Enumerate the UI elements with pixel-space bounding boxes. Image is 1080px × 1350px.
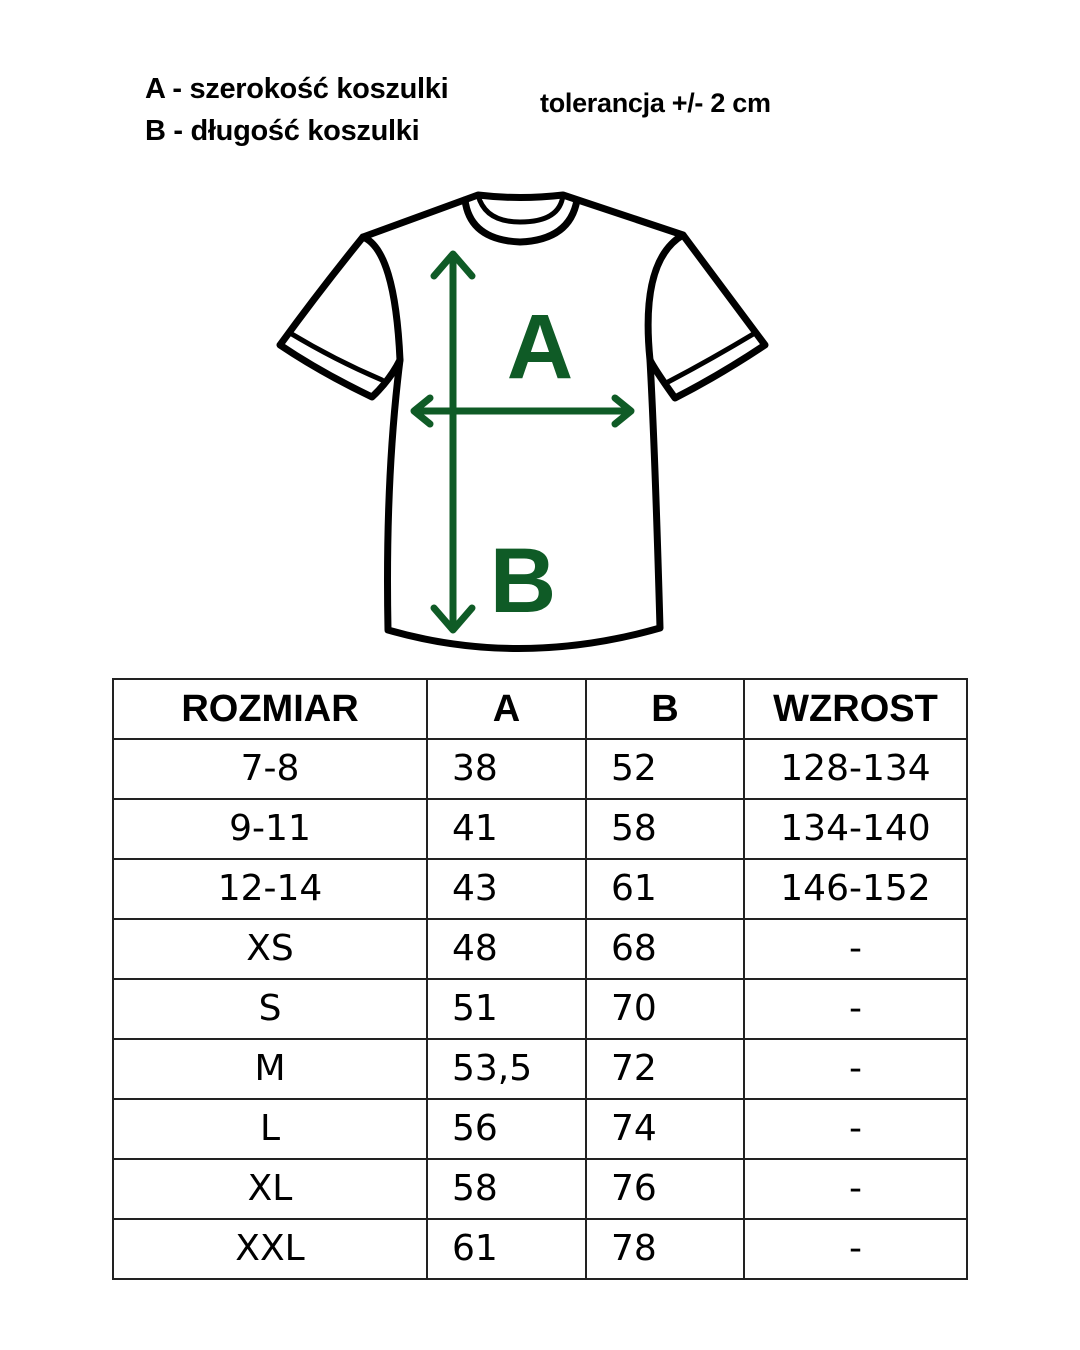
label-b: B xyxy=(490,530,556,632)
table-header-row: ROZMIAR A B WZROST xyxy=(112,678,968,740)
table-row: S 51 70- xyxy=(112,978,968,1040)
legend-a: A - szerokość koszulki xyxy=(145,73,449,105)
cell-height: 134-140 xyxy=(743,798,968,860)
tshirt-diagram: A B xyxy=(276,191,769,652)
cell-size: XS xyxy=(112,918,428,980)
table-row: XL 58 76- xyxy=(112,1158,968,1220)
cell-a: 56 xyxy=(426,1098,587,1160)
cell-height: 128-134 xyxy=(743,738,968,800)
cell-size: 7-8 xyxy=(112,738,428,800)
label-a: A xyxy=(507,296,573,398)
cell-b: 70 xyxy=(585,978,745,1040)
cell-b: 58 xyxy=(585,798,745,860)
cell-a: 38 xyxy=(426,738,587,800)
cell-b: 72 xyxy=(585,1038,745,1100)
size-table: ROZMIAR A B WZROST 7-8 38 52 128-134 9-11 41 5… xyxy=(112,678,968,1280)
cell-a: 51 xyxy=(426,978,587,1040)
cell-size: M xyxy=(112,1038,428,1100)
cell-a: 43 xyxy=(426,858,587,920)
table-row: 12-14 43 61 146-152 xyxy=(112,858,968,920)
table-row: XXL 61 78- xyxy=(112,1218,968,1280)
table-row: 9-11 41 58 134-140 xyxy=(112,798,968,860)
cell-b: 76 xyxy=(585,1158,745,1220)
cell-b: 52 xyxy=(585,738,745,800)
cell-a: 48 xyxy=(426,918,587,980)
cell-height: 146-152 xyxy=(743,858,968,920)
cell-size: S xyxy=(112,978,428,1040)
cell-b: 68 xyxy=(585,918,745,980)
table-row: XS 48 68- xyxy=(112,918,968,980)
tshirt-outline-icon xyxy=(276,191,769,652)
header-wzrost: WZROST xyxy=(743,678,968,740)
cell-height: - xyxy=(743,1098,968,1160)
cell-a: 41 xyxy=(426,798,587,860)
measurement-arrows-icon xyxy=(410,250,635,634)
cell-height: - xyxy=(743,1158,968,1220)
cell-a: 61 xyxy=(426,1218,587,1280)
header-rozmiar: ROZMIAR xyxy=(112,678,428,740)
table-row: L 56 74- xyxy=(112,1098,968,1160)
cell-height: - xyxy=(743,1218,968,1280)
cell-size: XXL xyxy=(112,1218,428,1280)
legend-b: B - długość koszulki xyxy=(145,115,420,147)
cell-height: - xyxy=(743,978,968,1040)
header-b: B xyxy=(585,678,745,740)
cell-size: XL xyxy=(112,1158,428,1220)
tolerance-note: tolerancja +/- 2 cm xyxy=(540,88,771,118)
cell-height: - xyxy=(743,918,968,980)
header-a: A xyxy=(426,678,587,740)
cell-a: 53,5 xyxy=(426,1038,587,1100)
table-row: M 53,5 72- xyxy=(112,1038,968,1100)
measurement-legend: A - szerokość koszulki B - długość koszu… xyxy=(145,68,449,152)
cell-b: 78 xyxy=(585,1218,745,1280)
cell-b: 74 xyxy=(585,1098,745,1160)
cell-size: 9-11 xyxy=(112,798,428,860)
cell-a: 58 xyxy=(426,1158,587,1220)
table-row: 7-8 38 52 128-134 xyxy=(112,738,968,800)
cell-size: L xyxy=(112,1098,428,1160)
cell-size: 12-14 xyxy=(112,858,428,920)
cell-b: 61 xyxy=(585,858,745,920)
cell-height: - xyxy=(743,1038,968,1100)
